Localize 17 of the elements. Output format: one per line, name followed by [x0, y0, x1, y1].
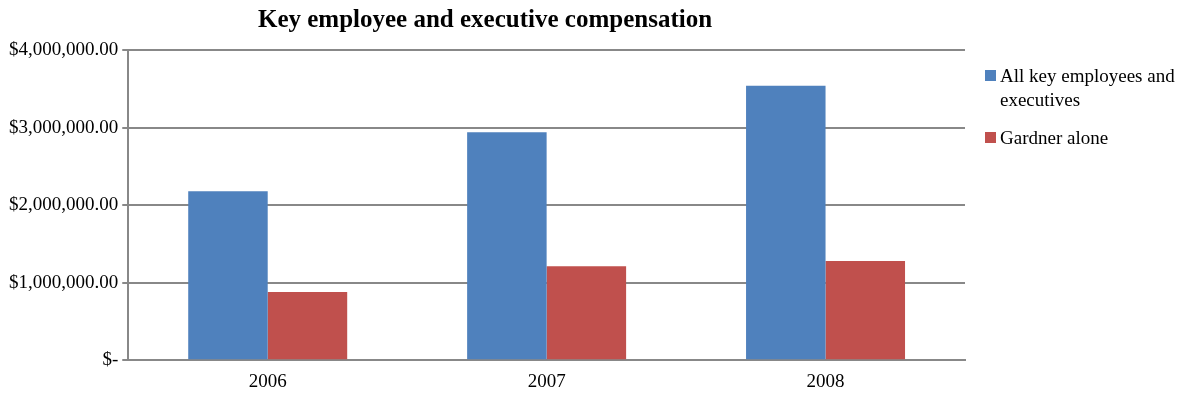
legend-label: All key employees and executives [1000, 64, 1176, 112]
bar [746, 85, 826, 360]
y-tick-label: $3,000,000.00 [9, 115, 119, 137]
y-tick-label: $1,000,000.00 [9, 270, 119, 292]
legend-label: Gardner alone [1000, 126, 1109, 150]
bar [267, 291, 348, 360]
chart-title: Key employee and executive compensation [257, 5, 713, 33]
bar [546, 266, 627, 360]
y-tick-label: $4,000,000.00 [9, 37, 119, 59]
bar [825, 260, 906, 360]
x-tick-label: 2008 [806, 369, 845, 391]
bar [467, 132, 547, 360]
y-tick-label: $- [102, 348, 119, 370]
bar [188, 191, 268, 360]
x-tick-label: 2006 [248, 369, 287, 391]
y-tick-label: $2,000,000.00 [9, 193, 119, 215]
x-tick-label: 2007 [527, 369, 566, 391]
